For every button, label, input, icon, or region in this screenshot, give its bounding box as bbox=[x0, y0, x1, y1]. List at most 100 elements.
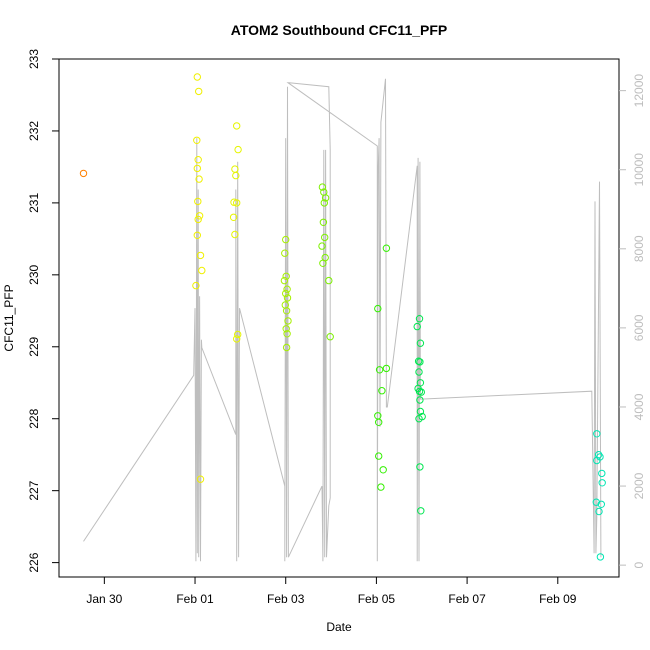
data-point bbox=[79, 169, 88, 178]
y2-tick-label: 2000 bbox=[632, 472, 646, 499]
data-point bbox=[282, 325, 290, 333]
y-tick-label: 228 bbox=[27, 408, 41, 428]
y-tick-label: 232 bbox=[27, 121, 41, 141]
data-point bbox=[417, 388, 425, 396]
x-axis-label: Date bbox=[326, 620, 352, 634]
data-point bbox=[382, 244, 391, 252]
plot-frame bbox=[58, 58, 620, 578]
data-point bbox=[234, 145, 242, 154]
data-point bbox=[416, 463, 424, 471]
y2-tick-label: 0 bbox=[632, 561, 646, 568]
data-point bbox=[193, 73, 202, 81]
data-point bbox=[596, 453, 604, 461]
data-point bbox=[375, 452, 383, 460]
data-point bbox=[233, 122, 241, 130]
y-tick-label: 229 bbox=[27, 336, 41, 356]
data-point bbox=[416, 407, 425, 416]
x-tick-label: Feb 03 bbox=[267, 592, 305, 606]
data-point bbox=[194, 215, 202, 224]
data-point bbox=[194, 156, 202, 164]
data-point bbox=[193, 136, 201, 145]
data-point bbox=[282, 272, 290, 280]
data-point bbox=[374, 304, 382, 313]
data-point bbox=[321, 194, 330, 202]
data-point bbox=[194, 197, 202, 206]
data-point bbox=[233, 335, 241, 343]
data-point bbox=[231, 230, 239, 239]
y-tick-label: 227 bbox=[27, 480, 41, 500]
y-axis-label: CFC11_PFP bbox=[2, 284, 16, 351]
data-point bbox=[598, 469, 606, 478]
y2-tick-label: 4000 bbox=[632, 393, 646, 420]
data-point bbox=[232, 171, 240, 180]
data-point bbox=[597, 500, 605, 508]
data-point bbox=[231, 165, 239, 173]
data-point bbox=[382, 364, 391, 373]
data-point bbox=[375, 418, 383, 426]
x-tick-label: Jan 30 bbox=[86, 592, 122, 606]
data-point bbox=[413, 322, 421, 331]
data-point bbox=[195, 87, 203, 96]
data-point bbox=[282, 307, 291, 315]
data-point bbox=[234, 330, 242, 339]
data-point bbox=[318, 183, 327, 191]
x-tick-label: Feb 07 bbox=[448, 592, 486, 606]
data-point bbox=[416, 339, 425, 347]
data-point bbox=[318, 242, 326, 250]
data-point bbox=[229, 213, 238, 222]
y2-tick-label: 10000 bbox=[632, 153, 646, 187]
data-point bbox=[593, 430, 601, 438]
chart-title: ATOM2 Southbound CFC11_PFP bbox=[231, 22, 448, 38]
data-point bbox=[280, 276, 289, 285]
x-tick-label: Feb 01 bbox=[176, 592, 214, 606]
data-point bbox=[417, 507, 425, 515]
data-point bbox=[283, 294, 292, 302]
data-point bbox=[325, 276, 333, 285]
data-point bbox=[281, 249, 289, 257]
data-point bbox=[379, 466, 387, 474]
data-point bbox=[321, 233, 329, 242]
data-point bbox=[193, 231, 202, 240]
data-point bbox=[592, 498, 600, 506]
data-point bbox=[416, 358, 424, 366]
data-point bbox=[596, 553, 605, 561]
data-point bbox=[416, 396, 424, 404]
y2-axis: 0 2000 4000 6000 8000 10000 12000 bbox=[619, 74, 646, 568]
data-point bbox=[282, 289, 290, 298]
data-point bbox=[198, 266, 206, 275]
data-point bbox=[319, 218, 328, 227]
data-point bbox=[415, 315, 424, 323]
data-point bbox=[283, 285, 291, 293]
y2-tick-label: 12000 bbox=[632, 74, 646, 108]
y2-tick-label: 8000 bbox=[632, 235, 646, 262]
y-axis: 226 227 228 229 230 231 232 233 bbox=[27, 49, 59, 573]
data-point bbox=[319, 259, 327, 267]
data-point bbox=[195, 212, 204, 220]
data-point bbox=[595, 507, 603, 516]
data-point bbox=[196, 475, 205, 483]
data-point bbox=[378, 387, 386, 395]
y-tick-label: 231 bbox=[27, 193, 41, 213]
data-point bbox=[598, 479, 606, 487]
data-point bbox=[326, 333, 334, 341]
data-point bbox=[415, 368, 423, 376]
x-tick-label: Feb 05 bbox=[358, 592, 396, 606]
data-point bbox=[375, 366, 384, 374]
points-layer bbox=[79, 73, 606, 561]
data-point bbox=[377, 483, 385, 491]
data-point bbox=[282, 343, 291, 352]
data-point bbox=[195, 175, 203, 183]
altitude-series-line bbox=[83, 78, 602, 562]
data-point bbox=[192, 281, 200, 290]
altitude-line-layer bbox=[83, 78, 602, 562]
x-tick-label: Feb 09 bbox=[539, 592, 577, 606]
data-point bbox=[418, 412, 426, 421]
y-tick-label: 233 bbox=[27, 49, 41, 69]
x-axis: Jan 30 Feb 01 Feb 03 Feb 05 Feb 07 Feb 09 bbox=[86, 577, 577, 606]
data-point bbox=[233, 199, 241, 207]
data-point bbox=[282, 235, 290, 244]
y-tick-label: 226 bbox=[27, 552, 41, 572]
y-tick-label: 230 bbox=[27, 265, 41, 285]
data-point bbox=[283, 330, 291, 338]
